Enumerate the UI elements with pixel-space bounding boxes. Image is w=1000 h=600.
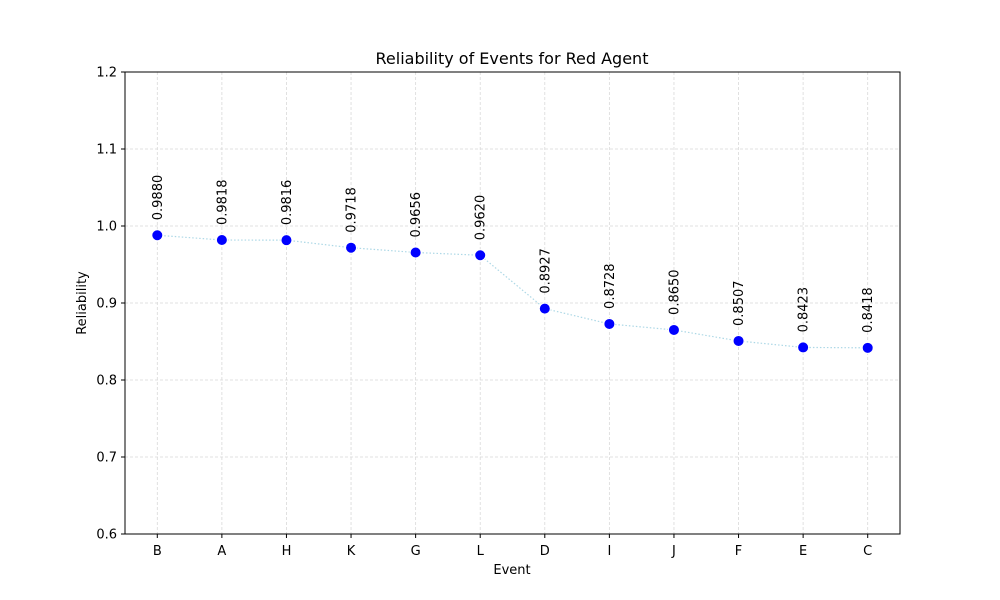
- series-line-layer: [157, 234, 868, 349]
- data-points: [151, 229, 874, 354]
- x-tick-label-H: H: [282, 544, 292, 559]
- y-tick-label: 0.9: [96, 297, 117, 312]
- data-point-I: [603, 317, 616, 330]
- data-point-D: [538, 302, 551, 315]
- data-point-J: [667, 323, 680, 336]
- data-label-J: 0.8650: [667, 269, 682, 315]
- data-point-K: [345, 241, 358, 254]
- data-point-B: [151, 229, 164, 242]
- grid: [125, 71, 900, 535]
- x-axis-label: Event: [493, 563, 530, 578]
- x-tick-label-C: C: [863, 544, 872, 559]
- data-point-C: [861, 341, 874, 354]
- data-labels: 0.9880 0.9818 0.9816 0.9718 0.9656 0.9620 0.89…: [151, 175, 876, 333]
- data-label-K: 0.9718: [345, 187, 360, 233]
- data-label-L: 0.9620: [474, 195, 489, 241]
- x-tick-label-F: F: [735, 544, 742, 559]
- y-axis-ticks: 0.6 0.7 0.8 0.9 1.0 1.1 1.2: [96, 66, 125, 543]
- chart-title: Reliability of Events for Red Agent: [376, 49, 649, 68]
- y-tick-label: 0.7: [96, 451, 117, 466]
- y-tick-label: 1.2: [96, 66, 117, 81]
- data-label-G: 0.9656: [409, 192, 424, 238]
- x-tick-label-L: L: [477, 544, 485, 559]
- x-tick-label-I: I: [607, 544, 611, 559]
- x-tick-label-A: A: [217, 544, 226, 559]
- data-label-B: 0.9880: [151, 175, 166, 221]
- data-point-A: [215, 234, 228, 247]
- data-point-L: [474, 249, 487, 262]
- data-label-A: 0.9818: [215, 180, 230, 226]
- data-label-I: 0.8728: [603, 263, 618, 309]
- x-tick-label-J: J: [671, 544, 676, 559]
- data-point-H: [280, 234, 293, 247]
- data-point-E: [797, 341, 810, 354]
- x-tick-label-G: G: [411, 544, 421, 559]
- data-label-F: 0.8507: [732, 280, 747, 326]
- y-tick-label: 1.0: [96, 220, 117, 235]
- data-point-G: [409, 246, 422, 259]
- data-point-F: [732, 334, 745, 347]
- y-tick-label: 1.1: [96, 143, 117, 158]
- x-tick-label-E: E: [799, 544, 807, 559]
- data-label-H: 0.9816: [280, 180, 295, 226]
- y-tick-label: 0.8: [96, 374, 117, 389]
- y-axis-label: Reliability: [75, 271, 90, 335]
- data-label-E: 0.8423: [797, 287, 812, 333]
- x-tick-label-D: D: [540, 544, 550, 559]
- data-label-D: 0.8927: [538, 248, 553, 294]
- data-label-C: 0.8418: [861, 287, 876, 333]
- series-line: [157, 234, 868, 349]
- y-tick-label: 0.6: [96, 528, 117, 543]
- x-tick-label-K: K: [347, 544, 356, 559]
- x-tick-label-B: B: [153, 544, 162, 559]
